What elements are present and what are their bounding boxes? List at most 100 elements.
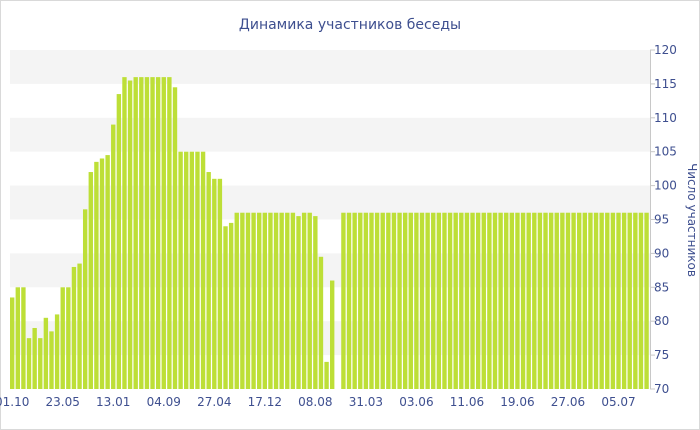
bar [447, 212, 453, 389]
bar [245, 212, 251, 389]
bar [436, 212, 442, 389]
bar [105, 155, 110, 389]
x-tick-label: 01.10 [0, 395, 29, 409]
bar [88, 172, 93, 389]
bar [543, 212, 548, 389]
bar [234, 212, 239, 389]
bar [638, 212, 644, 389]
bar [111, 124, 116, 389]
bar [492, 212, 498, 389]
bar [520, 212, 526, 389]
bar [285, 212, 290, 389]
bar [504, 212, 509, 389]
bar [470, 212, 475, 389]
bar [330, 280, 335, 389]
bar [26, 338, 32, 389]
bar [54, 314, 60, 389]
bar [184, 151, 189, 389]
bar [341, 212, 346, 389]
y-tick-label: 95 [654, 213, 669, 227]
bar [257, 212, 262, 389]
bar [43, 317, 49, 389]
bar [475, 212, 481, 389]
bar [10, 297, 15, 389]
bar [279, 212, 284, 389]
bar [593, 212, 599, 389]
bar [66, 287, 71, 389]
y-tick-label: 75 [654, 348, 669, 362]
bar [442, 212, 447, 389]
x-tick-label: 19.06 [500, 395, 534, 409]
bar [161, 77, 166, 390]
bar [60, 287, 65, 389]
y-tick-label: 90 [654, 246, 669, 260]
x-tick-label: 11.06 [450, 395, 484, 409]
bar [464, 212, 470, 389]
bar [554, 212, 559, 389]
bar [240, 212, 245, 389]
bar [21, 287, 26, 389]
bar [605, 212, 610, 389]
bar [268, 212, 273, 389]
bar [560, 212, 565, 389]
bar [262, 212, 268, 389]
bar [571, 212, 576, 389]
bar [133, 77, 138, 390]
bar [144, 77, 150, 390]
bar [548, 212, 554, 389]
bar [296, 216, 301, 389]
bar [178, 151, 183, 389]
y-tick-label: 85 [654, 280, 669, 294]
bar [577, 212, 582, 389]
bar [481, 212, 486, 389]
bar [352, 212, 357, 389]
bar [99, 158, 105, 389]
y-tick-label: 100 [654, 179, 677, 193]
bar [627, 212, 632, 389]
bar [374, 212, 380, 389]
bar [380, 212, 385, 389]
x-tick-label: 03.06 [399, 395, 433, 409]
bar [155, 77, 161, 390]
y-axis-ticks: 70 75 80 85 90 95 100 105 110 115 120 [650, 43, 677, 396]
bar [307, 212, 312, 389]
bar [565, 212, 571, 389]
x-tick-label: 31.03 [349, 395, 383, 409]
bar [498, 212, 503, 389]
bar [38, 338, 43, 389]
bar [273, 212, 279, 389]
bar [644, 212, 649, 389]
bar [537, 212, 543, 389]
x-tick-label: 08.08 [298, 395, 332, 409]
bar [116, 94, 122, 389]
bar [610, 212, 616, 389]
bar [425, 212, 430, 389]
bar [621, 212, 627, 389]
y-axis-label: Число участников [685, 163, 699, 277]
bar [582, 212, 588, 389]
bar [358, 212, 363, 389]
bar [397, 212, 402, 389]
x-tick-label: 05.07 [601, 395, 635, 409]
bar [212, 178, 217, 389]
bar [599, 212, 604, 389]
x-tick-label: 27.06 [551, 395, 585, 409]
bar-series [10, 77, 649, 390]
bar [172, 87, 178, 389]
bar [49, 331, 54, 389]
x-tick-label: 27.04 [197, 395, 231, 409]
bar [32, 327, 37, 389]
bar [453, 212, 458, 389]
bar [532, 212, 537, 389]
bar [15, 287, 20, 389]
bar [150, 77, 155, 390]
bar [122, 77, 127, 390]
x-axis-ticks: 01.10 23.05 13.01 04.09 27.04 17.12 08.08 31.03… [0, 395, 636, 409]
grid-band [10, 50, 650, 84]
bar [414, 212, 419, 389]
y-tick-label: 120 [654, 43, 677, 57]
y-tick-label: 80 [654, 314, 669, 328]
bar [195, 151, 200, 389]
bar [206, 172, 211, 389]
